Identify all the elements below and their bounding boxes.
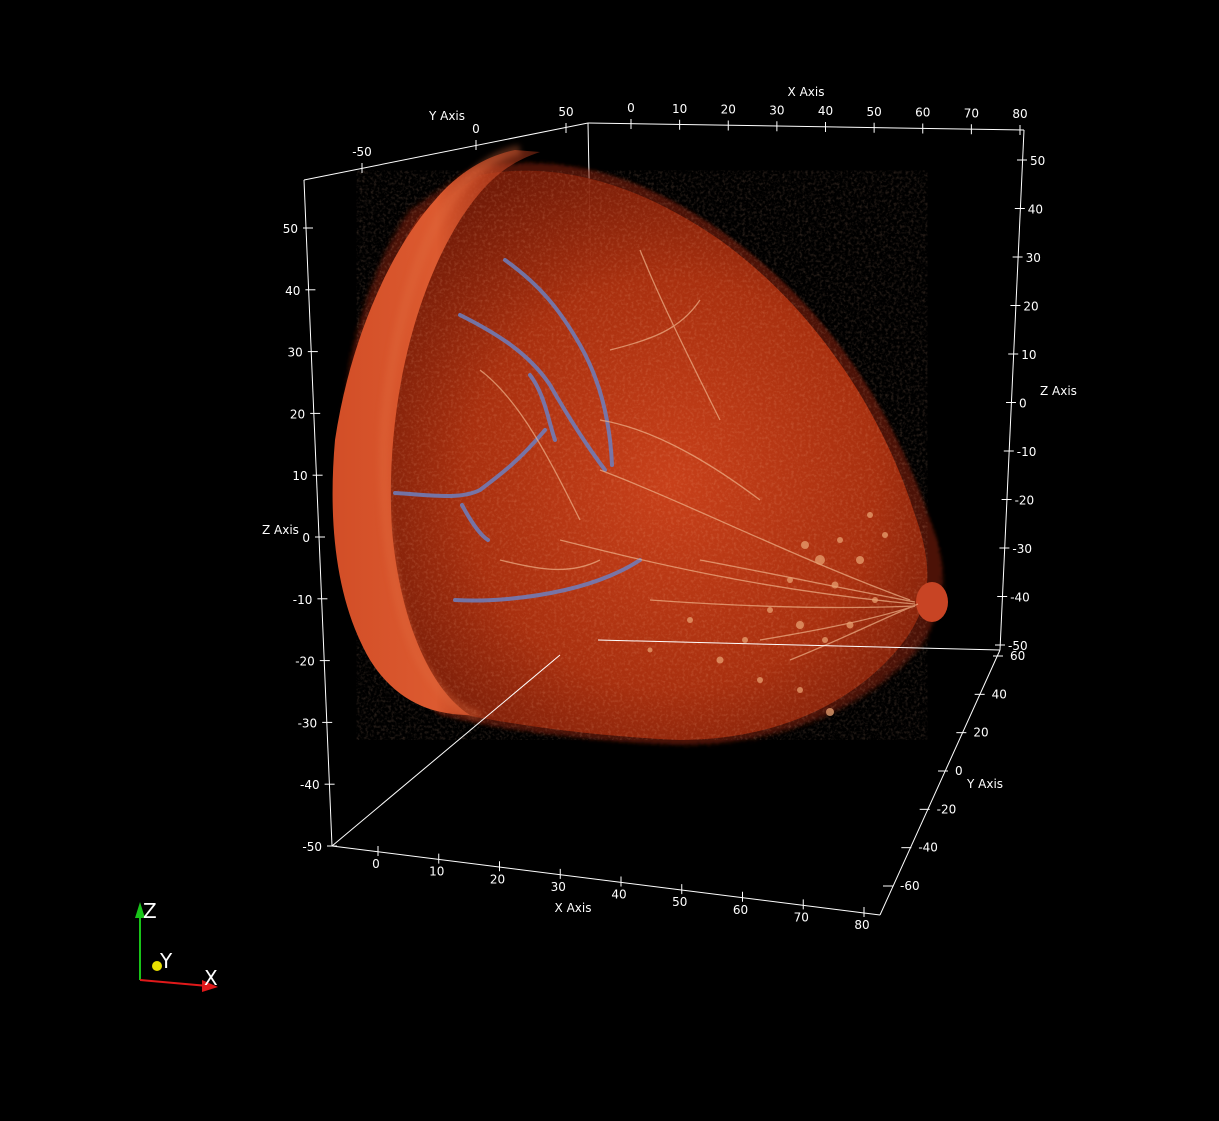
z-right-tick-label: -50 xyxy=(1008,639,1028,653)
y-top-axis-title: Y Axis xyxy=(428,109,465,123)
gland-nodules xyxy=(647,512,888,716)
z-left-tick-label: 20 xyxy=(290,407,305,421)
y-right-tick-label: -20 xyxy=(937,802,957,816)
x-top-tick-label: 50 xyxy=(866,105,881,119)
x-bottom-tick-label: 10 xyxy=(429,865,444,879)
z-left-tick-label: 10 xyxy=(292,469,307,483)
x-bottom-axis-title: X Axis xyxy=(555,901,592,915)
x-top-tick-label: 40 xyxy=(818,104,833,118)
y-right-tick-label: 20 xyxy=(973,726,988,740)
z-right-tick-label: 20 xyxy=(1023,300,1038,314)
fibers-bright xyxy=(479,249,919,661)
z-right-tick-label: -10 xyxy=(1017,445,1037,459)
y-right-tick-label: -40 xyxy=(918,841,938,855)
orientation-z-label: Z xyxy=(143,899,157,923)
x-top-tick-label: 0 xyxy=(627,101,635,115)
vessels-blue xyxy=(393,258,642,603)
x-bottom-tick-label: 70 xyxy=(794,910,809,924)
z-left-tick-label: 0 xyxy=(302,531,310,545)
x-bottom-tick-label: 40 xyxy=(611,888,626,902)
nipple xyxy=(916,582,948,622)
x-top-axis-title: X Axis xyxy=(788,85,825,99)
axis-ticks xyxy=(303,119,1027,917)
tissue-texture xyxy=(356,170,928,741)
skin-edge-highlight xyxy=(378,145,521,720)
z-left-tick-label: -50 xyxy=(302,840,322,854)
skin-surface xyxy=(332,150,540,715)
z-right-tick-label: -30 xyxy=(1012,542,1032,556)
x-top-tick-label: 10 xyxy=(672,102,687,116)
y-top-tick-label: 0 xyxy=(472,122,480,136)
x-bottom-tick-label: 20 xyxy=(490,872,505,886)
z-right-tick-label: 10 xyxy=(1021,348,1036,362)
z-left-tick-label: -10 xyxy=(293,593,313,607)
z-right-tick-label: -20 xyxy=(1015,494,1035,508)
orientation-x-arrow xyxy=(202,980,218,992)
x-bottom-tick-label: 80 xyxy=(854,918,869,932)
orientation-y-label: Y xyxy=(159,949,173,973)
z-left-tick-label: -30 xyxy=(298,716,318,730)
z-right-tick-label: 50 xyxy=(1030,154,1045,168)
bounding-box-front xyxy=(331,129,1025,916)
x-bottom-tick-label: 60 xyxy=(733,903,748,917)
z-left-tick-label: -40 xyxy=(300,778,320,792)
y-top-tick-label: -50 xyxy=(352,145,372,159)
z-left-tick-label: 50 xyxy=(283,222,298,236)
z-left-axis-title: Z Axis xyxy=(262,523,299,537)
x-top-tick-label: 30 xyxy=(769,103,784,117)
z-left-tick-label: 30 xyxy=(288,346,303,360)
z-right-tick-label: 30 xyxy=(1026,251,1041,265)
y-right-axis-title: Y Axis xyxy=(966,777,1003,791)
x-top-tick-label: 60 xyxy=(915,106,930,120)
orientation-x-line xyxy=(139,979,209,987)
orientation-z-arrow xyxy=(135,902,145,918)
z-right-tick-label: -40 xyxy=(1010,591,1030,605)
z-left-tick-label: 40 xyxy=(285,284,300,298)
z-right-tick-label: 0 xyxy=(1019,397,1027,411)
x-bottom-tick-label: 0 xyxy=(372,857,380,871)
x-bottom-tick-label: 50 xyxy=(672,895,687,909)
x-top-tick-label: 20 xyxy=(721,103,736,117)
x-bottom-tick-label: 30 xyxy=(551,880,566,894)
y-right-tick-label: 60 xyxy=(1010,649,1025,663)
x-top-tick-label: 70 xyxy=(964,106,979,120)
axis-labels: 0 10 20 30 40 50 60 70 80 X Axis 0 10 20 30 40 50 60 70 80… xyxy=(262,85,1077,932)
z-right-tick-label: 40 xyxy=(1028,203,1043,217)
y-right-tick-label: -60 xyxy=(900,879,920,893)
z-left-tick-label: -20 xyxy=(295,655,315,669)
orientation-x-label: X xyxy=(204,966,218,990)
x-top-tick-label: 80 xyxy=(1012,107,1027,121)
y-right-tick-label: 0 xyxy=(955,764,963,778)
y-right-tick-label: 40 xyxy=(992,687,1007,701)
orientation-y-dot xyxy=(152,961,162,971)
volume-render[interactable] xyxy=(332,145,948,746)
y-top-tick-label: 50 xyxy=(558,105,573,119)
orientation-axes-widget: Z Y X xyxy=(135,899,218,992)
z-right-axis-title: Z Axis xyxy=(1040,384,1077,398)
